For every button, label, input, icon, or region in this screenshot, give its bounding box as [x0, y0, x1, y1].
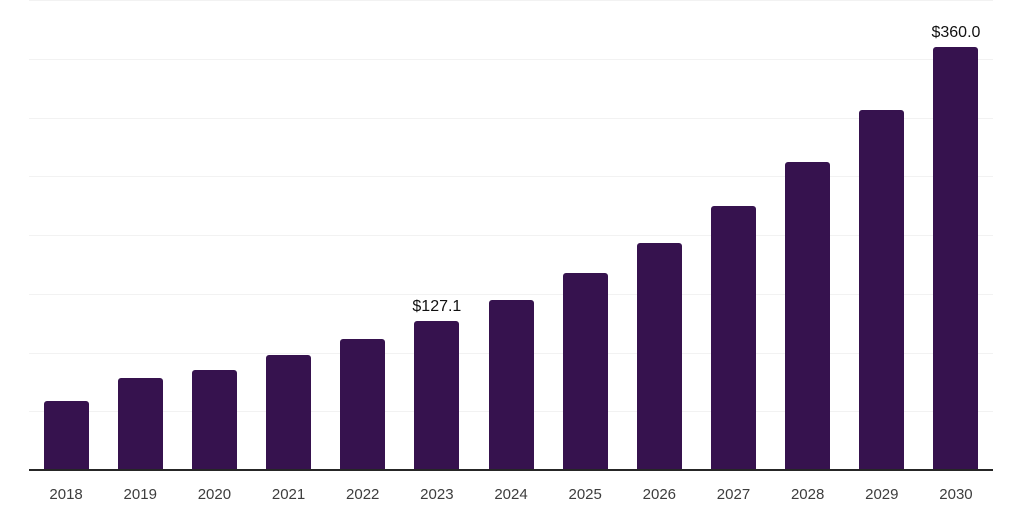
bar-slot-2030: $360.0	[919, 0, 993, 470]
bar-2028	[785, 162, 831, 470]
bar-2024	[488, 299, 534, 470]
bar-slot-2018	[29, 0, 103, 470]
bar-2022	[340, 339, 386, 470]
value-label-2030: $360.0	[931, 24, 981, 41]
bar-2023	[414, 320, 460, 470]
x-tick-2024: 2024	[494, 486, 528, 503]
x-tick-2029: 2029	[865, 486, 899, 503]
x-tick-2026: 2026	[642, 486, 677, 503]
bar-slot-2025	[548, 0, 622, 470]
bar-slot-2026	[622, 0, 696, 470]
bar-2027	[710, 206, 756, 470]
bar-2029	[859, 110, 905, 470]
bar-slot-2029	[845, 0, 919, 470]
x-tick-2028: 2028	[790, 486, 825, 503]
bar-2030	[933, 47, 979, 470]
bar-slot-2023: $127.1	[400, 0, 474, 470]
x-axis-line	[29, 469, 993, 471]
x-tick-2023: 2023	[420, 486, 454, 503]
bar-slot-2027	[696, 0, 770, 470]
bar-2026	[636, 242, 682, 470]
bar-slot-2022	[326, 0, 400, 470]
x-axis-labels: 2018 2019 2020 2021 2022 2023 2024 2025 2026 2027…	[29, 471, 993, 502]
x-tick-2025: 2025	[568, 486, 602, 503]
bar-2020	[191, 369, 237, 470]
bar-2021	[266, 354, 312, 470]
x-tick-2022: 2022	[346, 486, 380, 503]
x-tick-2020: 2020	[197, 486, 232, 503]
bar-2025	[562, 273, 608, 470]
x-tick-2021: 2021	[271, 486, 306, 503]
plot-wrap: $127.1 $360.0 2018 2019 2020 2021 2022 2023 202…	[29, 0, 993, 512]
bar-slot-2020	[177, 0, 251, 470]
bar-slot-2019	[103, 0, 177, 470]
x-tick-2018: 2018	[49, 486, 83, 503]
value-label-2023: $127.1	[412, 297, 462, 315]
bar-2018	[43, 400, 89, 470]
plot-area: $127.1 $360.0	[29, 0, 993, 470]
x-tick-2027: 2027	[716, 486, 751, 503]
bar-slot-2021	[251, 0, 325, 470]
bar-slot-2024	[474, 0, 548, 470]
x-tick-2019: 2019	[123, 486, 157, 503]
bar-slot-2028	[771, 0, 845, 470]
x-tick-2030: 2030	[939, 486, 973, 503]
bar-2019	[117, 378, 163, 470]
